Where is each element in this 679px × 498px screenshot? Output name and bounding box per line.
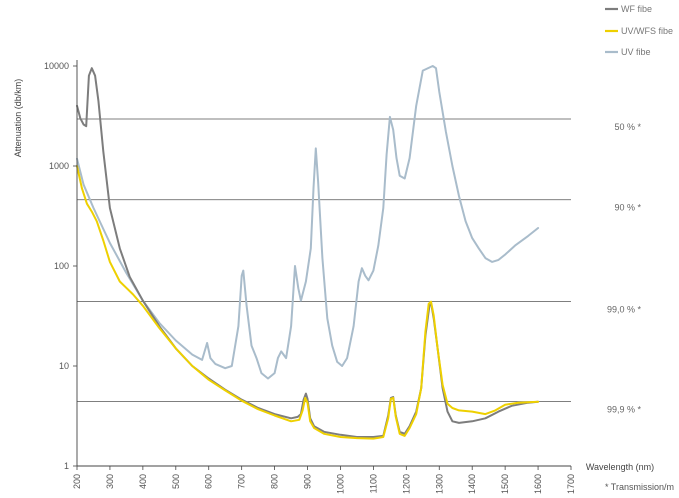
y-tick-label: 10000 xyxy=(44,61,69,71)
reference-line-label: 99,9 % * xyxy=(607,405,642,415)
x-tick-label: 1400 xyxy=(467,474,477,494)
x-tick-label: 1500 xyxy=(500,474,510,494)
series-line xyxy=(76,65,540,380)
x-tick-label: 600 xyxy=(204,474,214,489)
series-line xyxy=(76,67,540,438)
y-tick-label: 1000 xyxy=(49,161,69,171)
reference-line-label: 50 % * xyxy=(614,122,641,132)
axis-layer xyxy=(73,60,572,470)
x-tick-label: 500 xyxy=(171,474,181,489)
x-tick-label: 1600 xyxy=(533,474,543,494)
reference-line-label: 90 % * xyxy=(614,203,641,213)
x-tick-label: 800 xyxy=(270,474,280,489)
series-layer xyxy=(76,65,540,440)
reference-line-label: 99,0 % * xyxy=(607,305,642,315)
y-axis-title: Attenuation (db/km) xyxy=(13,79,23,158)
x-tick-label: 1100 xyxy=(368,474,378,493)
legend-label: UV fibe xyxy=(621,47,651,57)
x-tick-label: 900 xyxy=(303,474,313,489)
label-layer: 50 % * 90 % * 99,0 % * 99,9 % * 1 10 100 1000 10… xyxy=(13,61,674,494)
x-tick-label: 1300 xyxy=(434,474,444,494)
y-tick-label: 1 xyxy=(64,461,69,471)
series-line xyxy=(76,165,540,440)
x-tick-label: 400 xyxy=(138,474,148,489)
x-tick-label: 300 xyxy=(105,474,115,489)
y-tick-label: 100 xyxy=(54,261,69,271)
y-tick-label: 10 xyxy=(59,361,69,371)
grid-layer xyxy=(77,118,571,403)
x-tick-label: 1200 xyxy=(401,474,411,494)
legend: WF fibe UV/WFS fibe UV fibe xyxy=(605,4,673,57)
x-tick-label: 1700 xyxy=(566,474,576,494)
x-tick-label: 200 xyxy=(72,474,82,489)
legend-label: UV/WFS fibe xyxy=(621,26,673,36)
x-tick-label: 1000 xyxy=(335,474,345,494)
footnote: * Transmission/m xyxy=(605,482,674,492)
legend-label: WF fibe xyxy=(621,4,652,14)
x-axis-title: Wavelength (nm) xyxy=(586,462,654,472)
x-tick-label: 700 xyxy=(237,474,247,489)
